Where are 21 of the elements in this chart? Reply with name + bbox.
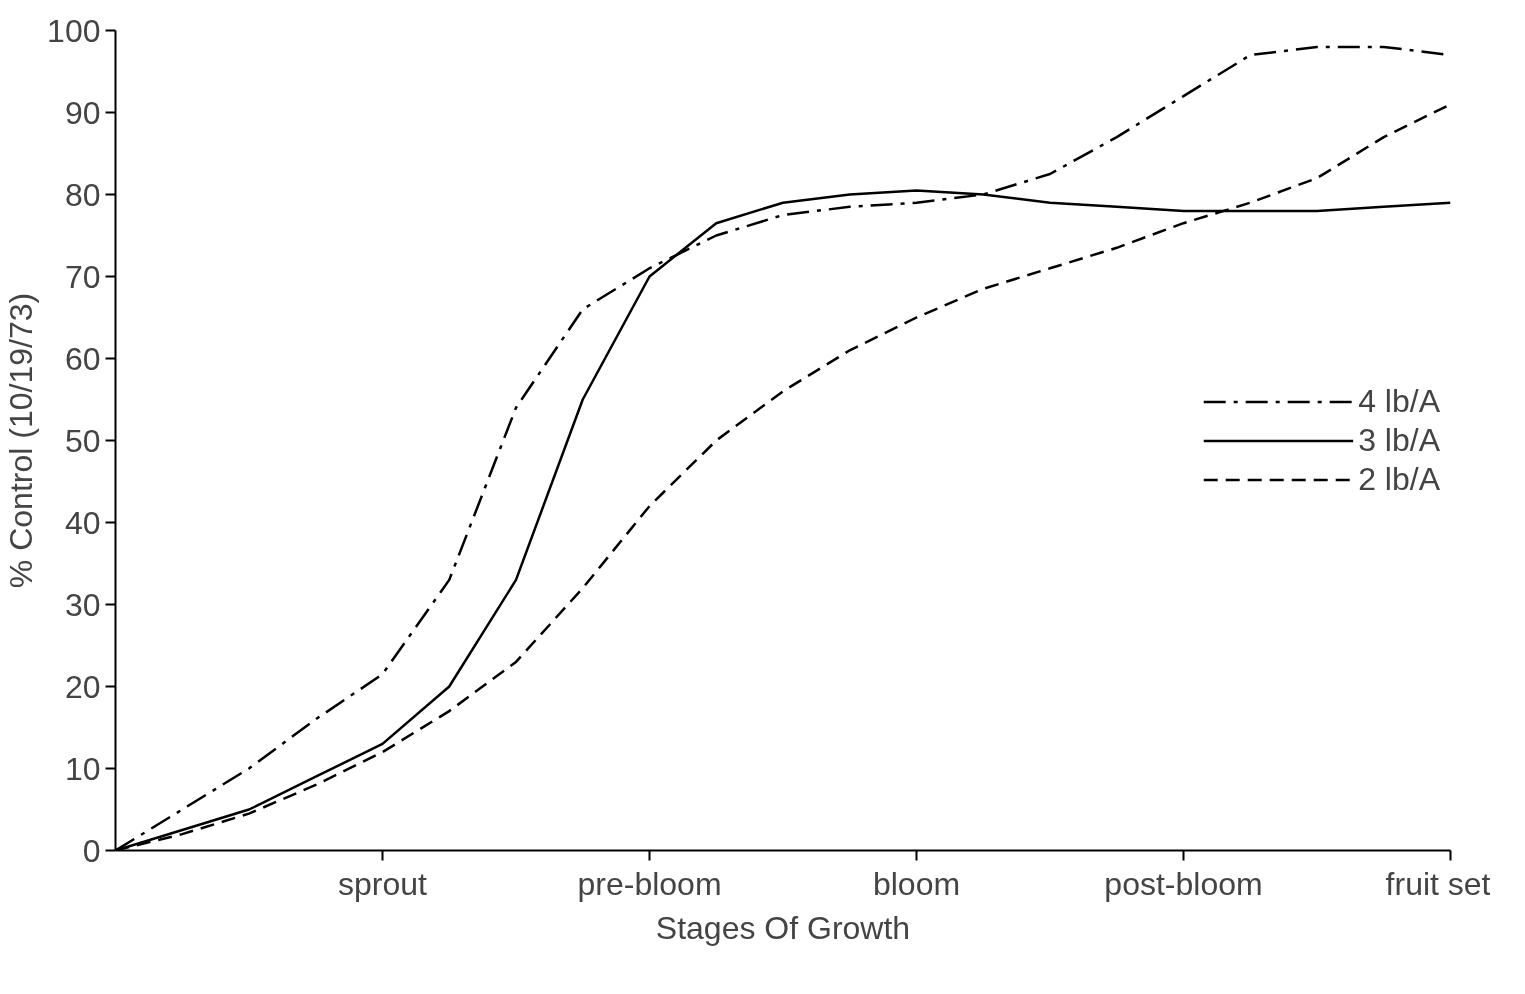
y-tick-label: 100 — [47, 12, 101, 49]
x-tick-label: post-bloom — [1104, 865, 1263, 902]
y-tick-label: 30 — [64, 586, 101, 623]
x-axis-title: Stages Of Growth — [655, 909, 911, 946]
legend-label: 4 lb/A — [1358, 382, 1440, 420]
y-tick-label: 80 — [64, 176, 101, 213]
y-tick-label: 10 — [64, 750, 101, 787]
y-tick-label: 90 — [64, 94, 101, 131]
legend-label: 3 lb/A — [1358, 421, 1440, 459]
y-tick-label: 50 — [64, 422, 101, 459]
y-tick-label: 40 — [64, 504, 101, 541]
legend-label: 2 lb/A — [1358, 460, 1440, 498]
y-tick-label: 70 — [64, 258, 101, 295]
y-tick-label: 0 — [82, 832, 101, 869]
x-tick-label: sprout — [338, 865, 428, 902]
x-tick-label: fruit set — [1385, 865, 1491, 902]
y-tick-label: 20 — [64, 668, 101, 705]
y-tick-label: 60 — [64, 340, 101, 377]
x-tick-label: bloom — [872, 865, 961, 902]
x-tick-label: pre-bloom — [577, 865, 722, 902]
y-axis-title: % Control (10/19/73) — [3, 292, 40, 589]
